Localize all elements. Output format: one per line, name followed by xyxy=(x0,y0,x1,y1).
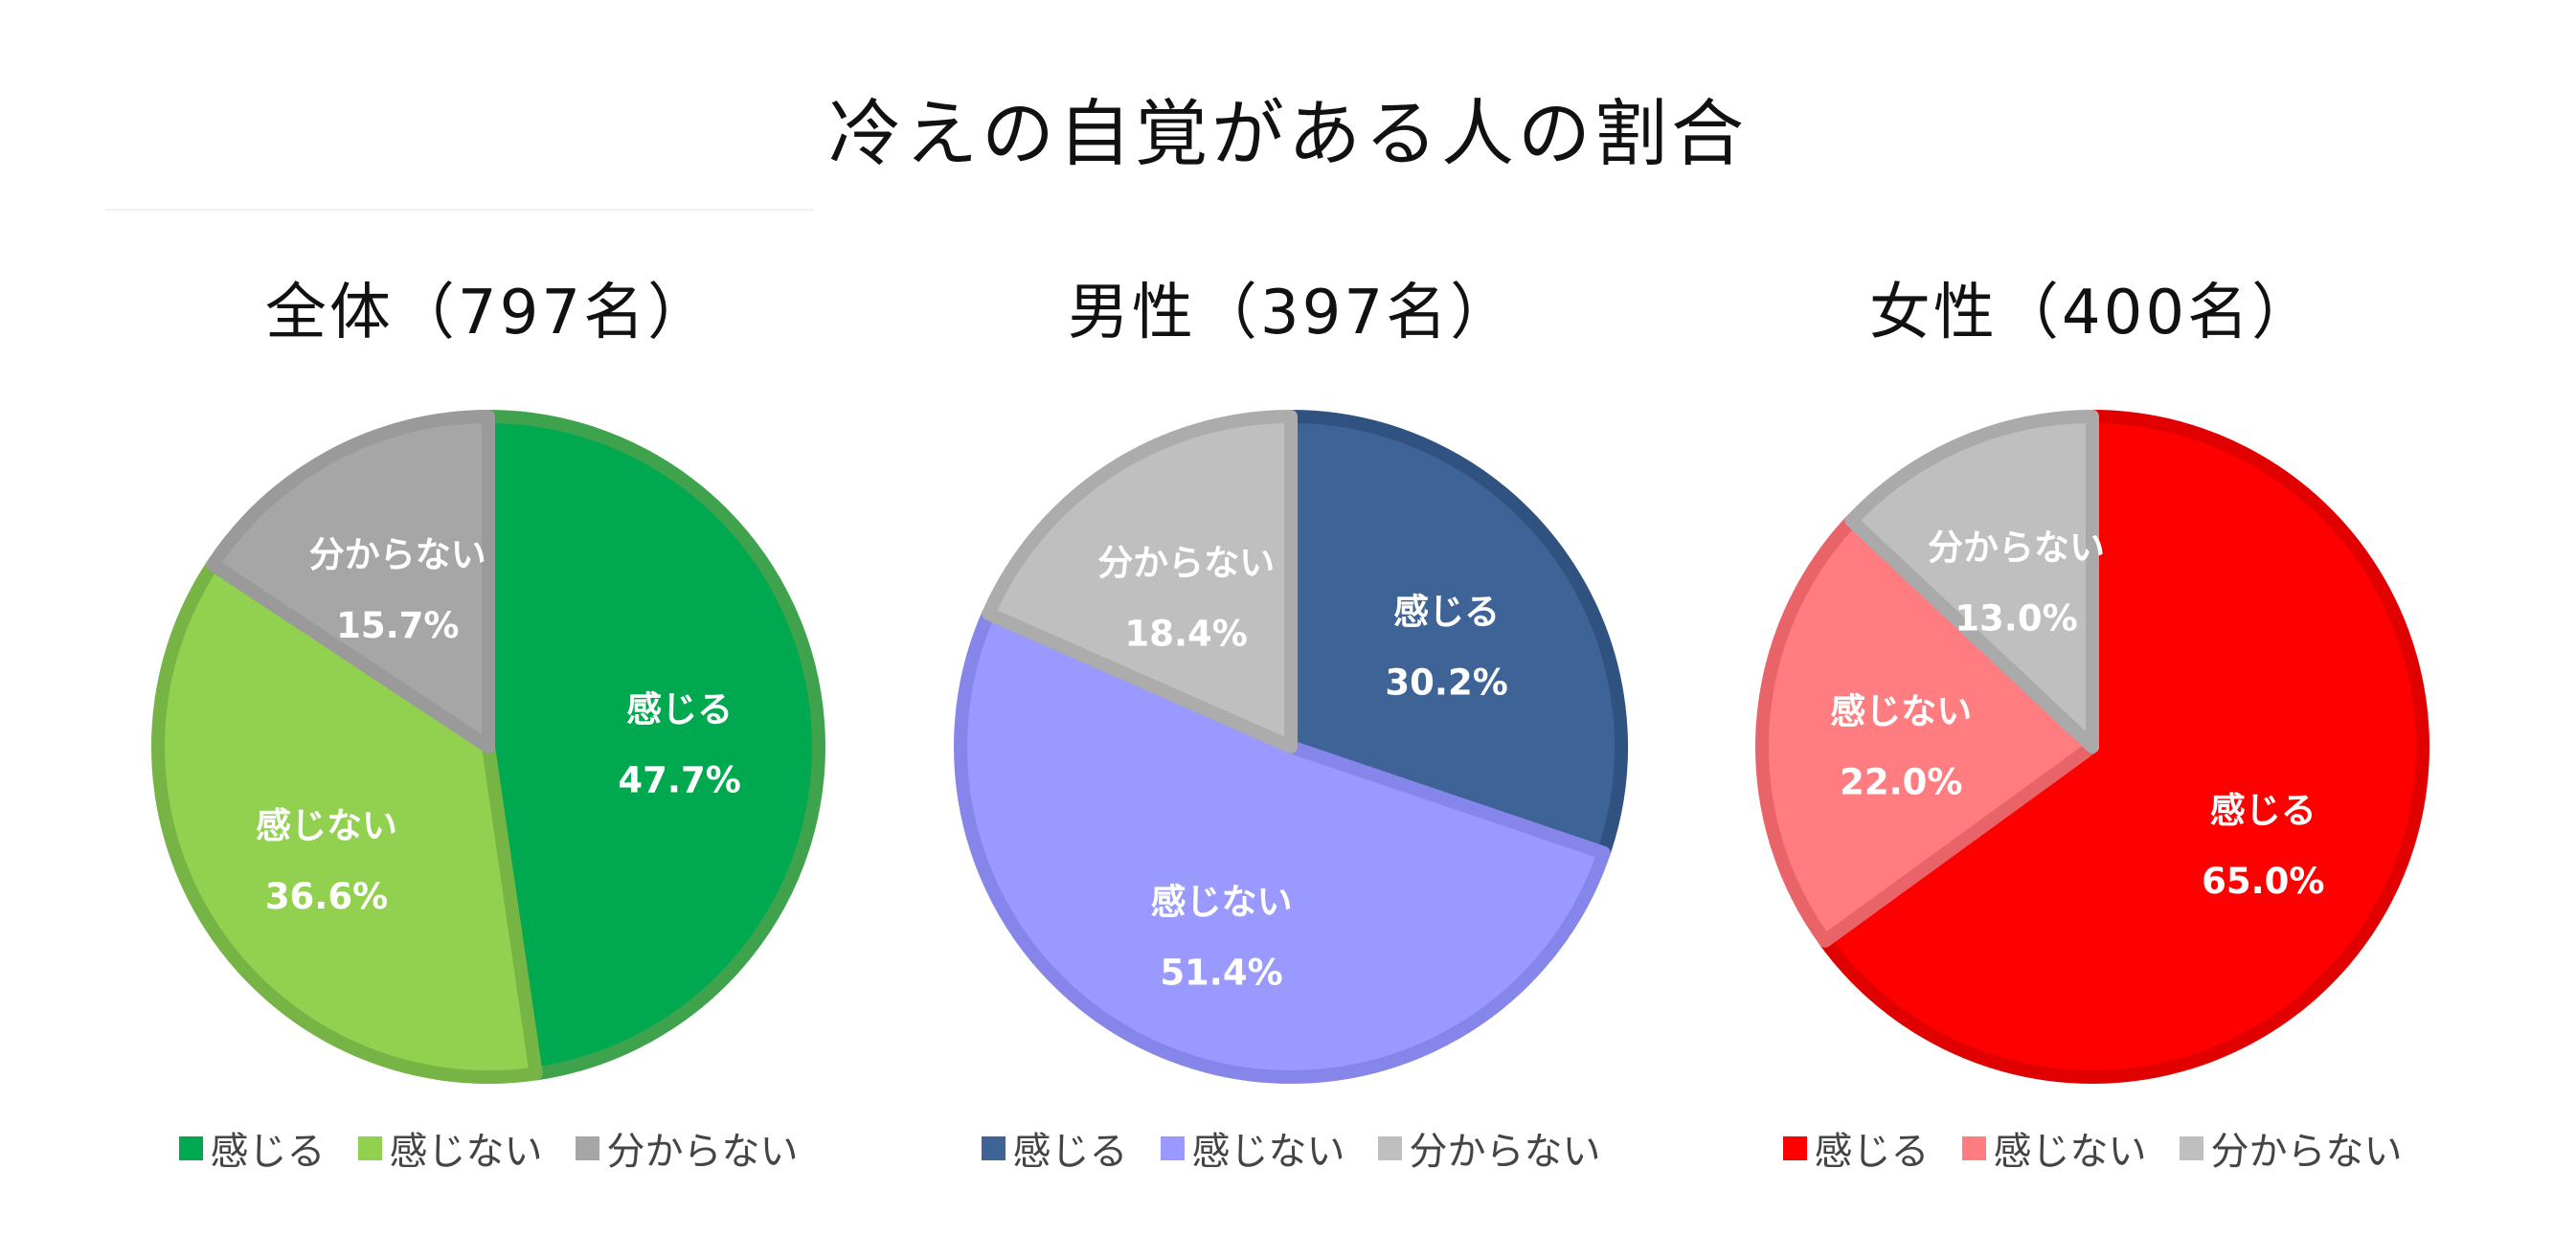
legend-swatch xyxy=(1961,1135,1986,1160)
slice-value-label: 36.6% xyxy=(265,876,388,917)
legend-item-felt: 感じる xyxy=(981,1120,1128,1176)
slice-category-label: 感じる xyxy=(626,689,733,730)
slice-value-label: 15.7% xyxy=(336,605,459,646)
pie-slice-not-felt xyxy=(954,607,1611,1084)
slice-value-label: 18.4% xyxy=(1125,613,1248,654)
legend-item-felt: 感じる xyxy=(1782,1120,1930,1176)
slice-value-label: 22.0% xyxy=(1840,761,1962,802)
legend-label: 分からない xyxy=(2210,1130,2403,1174)
slice-value-label: 47.7% xyxy=(618,760,740,801)
legend-swatch xyxy=(1377,1135,1402,1160)
legend-item-not-felt: 感じない xyxy=(1160,1120,1345,1176)
legend-item-not-felt: 感じない xyxy=(357,1120,543,1176)
legend-swatch xyxy=(178,1135,203,1160)
pie-chart-1: 全体（797名） 感じる 47.7% 感じない 36.6% 分からない 15.7% 感じる 感じ… xyxy=(77,239,900,1197)
slice-value-label: 30.2% xyxy=(1385,662,1507,703)
legend-label: 感じない xyxy=(1993,1130,2147,1174)
pie-slice-felt xyxy=(1284,410,1628,860)
pie-slice-unknown xyxy=(206,410,495,753)
slice-category-label: 感じない xyxy=(256,805,397,846)
slice-category-label: 感じる xyxy=(2210,790,2316,831)
legend-label: 感じない xyxy=(1191,1130,1345,1174)
legend-swatch xyxy=(1782,1135,1807,1160)
pie-plot: 感じる 47.7% 感じない 36.6% 分からない 15.7% xyxy=(151,410,825,1084)
chart-title: 冷えの自覚がある人の割合 xyxy=(828,91,1748,176)
pie-chart-3: 女性（400名） 感じる 65.0% 感じない 22.0% 分からない 13.0% 感じる 感じ… xyxy=(1681,239,2504,1197)
slice-value-label: 65.0% xyxy=(2202,861,2324,902)
legend-swatch xyxy=(1160,1135,1185,1160)
legend-label: 感じる xyxy=(210,1130,326,1174)
pie-plot: 感じる 30.2% 感じない 51.4% 分からない 18.4% xyxy=(954,410,1628,1084)
slice-category-label: 感じない xyxy=(1830,690,1972,731)
legend-item-unknown: 分からない xyxy=(575,1120,799,1176)
pie-slice-not-felt xyxy=(151,557,543,1084)
legend-swatch xyxy=(2179,1135,2203,1160)
pie-slice-felt xyxy=(482,410,825,1081)
legend: 感じる 感じない 分からない xyxy=(1681,1120,2504,1176)
pie-plot: 感じる 65.0% 感じない 22.0% 分からない 13.0% xyxy=(1755,410,2429,1084)
pie-slice-not-felt xyxy=(1755,513,2099,948)
pie-title: 女性（400名） xyxy=(1868,278,2316,348)
legend-item-unknown: 分からない xyxy=(1377,1120,1601,1176)
legend-label: 感じる xyxy=(1012,1130,1128,1174)
pie-slice-felt xyxy=(1818,410,2429,1084)
legend-swatch xyxy=(575,1135,599,1160)
legend-item-felt: 感じる xyxy=(178,1120,326,1176)
legend: 感じる 感じない 分からない xyxy=(879,1120,1703,1176)
pie-title: 全体（797名） xyxy=(264,278,712,348)
legend-label: 感じる xyxy=(1814,1130,1930,1174)
slice-category-label: 分からない xyxy=(1928,527,2105,568)
legend-label: 感じない xyxy=(389,1130,543,1174)
legend-swatch xyxy=(357,1135,382,1160)
pie-slice-unknown xyxy=(982,410,1298,753)
pie-slice-unknown xyxy=(1844,410,2099,753)
legend-label: 分からない xyxy=(606,1130,799,1174)
title-divider xyxy=(105,209,814,211)
pie-title: 男性（397名） xyxy=(1067,278,1515,348)
slice-value-label: 51.4% xyxy=(1160,953,1282,994)
legend-item-not-felt: 感じない xyxy=(1961,1120,2147,1176)
slice-category-label: 感じない xyxy=(1151,882,1293,923)
legend-label: 分からない xyxy=(1409,1130,1601,1174)
slice-value-label: 13.0% xyxy=(1955,597,2077,639)
legend-item-unknown: 分からない xyxy=(2179,1120,2403,1176)
legend: 感じる 感じない 分からない xyxy=(77,1120,900,1176)
slice-category-label: 感じる xyxy=(1393,591,1500,632)
pie-chart-2: 男性（397名） 感じる 30.2% 感じない 51.4% 分からない 18.4% 感じる 感じ… xyxy=(879,239,1703,1197)
slice-category-label: 分からない xyxy=(1097,542,1275,583)
legend-swatch xyxy=(981,1135,1006,1160)
slice-category-label: 分からない xyxy=(309,534,486,575)
